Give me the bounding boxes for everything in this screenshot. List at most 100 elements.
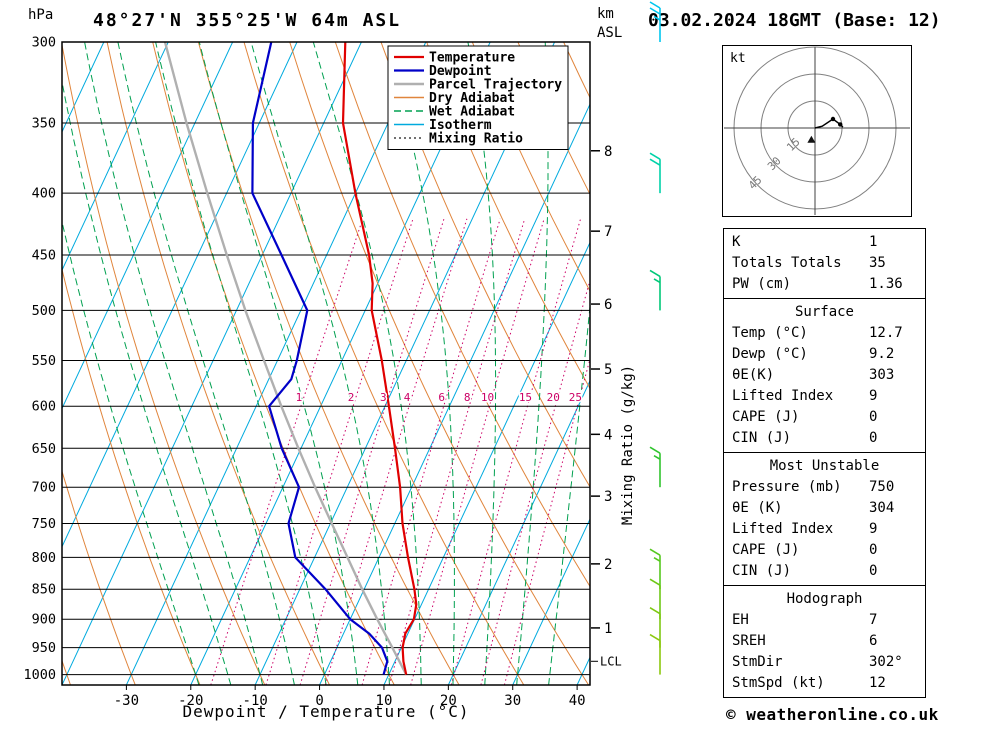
mixing-ratio-line: [265, 218, 414, 685]
section-title-hodograph: Hodograph: [786, 591, 863, 607]
pressure-unit-label: hPa: [28, 7, 54, 23]
pressure-tick-label: 600: [32, 399, 56, 415]
wet-adiabat-line: [117, 42, 295, 685]
legend-label: Dry Adiabat: [429, 91, 515, 106]
info-label: CAPE (J): [732, 542, 800, 558]
info-label: SREH: [732, 633, 766, 649]
km-axis-header: km ASL: [597, 5, 622, 43]
plot-border: [61, 41, 591, 686]
info-label: Lifted Index: [732, 388, 834, 404]
isotherm-line: [62, 42, 169, 272]
info-value: 35: [869, 255, 886, 271]
legend-label: Mixing Ratio: [429, 132, 523, 147]
wet-adiabat-line: [467, 42, 497, 685]
temp-tick-label: 40: [569, 693, 586, 709]
pressure-tick-label: 450: [32, 248, 56, 264]
pressure-tick-label: 950: [32, 640, 56, 656]
info-label: PW (cm): [732, 276, 792, 292]
info-row: θE (K) 304: [732, 498, 917, 519]
isotherm-line: [447, 379, 590, 685]
mixing-ratio-line: [361, 218, 501, 685]
wet-adiabat-line: [386, 42, 455, 685]
info-row: CIN (J) 0: [732, 561, 917, 582]
info-value: 0: [869, 563, 878, 579]
km-tick-label: 5: [604, 362, 612, 378]
info-value: 0: [869, 542, 878, 558]
info-tables: K 1 Totals Totals 35 PW (cm) 1.36 Surface Temp …: [723, 228, 926, 698]
info-value: 9: [869, 388, 878, 404]
pressure-tick-label: 550: [32, 353, 56, 369]
dry-adiabat-line: [334, 42, 590, 588]
pressure-tick-label: 700: [32, 480, 56, 496]
dry-adiabat-line: [380, 42, 590, 488]
info-label: Temp (°C): [732, 325, 808, 341]
pressure-tick-label: 400: [32, 186, 56, 202]
mixing-ratio-line: [388, 218, 526, 685]
info-box-hodograph: Hodograph EH 7 SREH 6 StmDir 302° StmSpd (kt) 12: [723, 585, 926, 698]
info-row: Lifted Index 9: [732, 519, 917, 540]
info-row: Dewp (°C) 9.2: [732, 344, 917, 365]
wind-barb: [649, 269, 661, 311]
x-axis-label: Dewpoint / Temperature (°C): [182, 702, 469, 721]
wind-barb: [649, 446, 661, 488]
dry-adiabat-line: [471, 42, 590, 293]
pressure-tick-label: 650: [32, 441, 56, 457]
hodograph-dot: [830, 116, 836, 122]
hodograph-unit-label: kt: [730, 51, 746, 66]
parcel-trajectory-curve: [163, 42, 408, 676]
wind-barb: [649, 606, 661, 648]
hodograph-ring-label: 15: [784, 135, 803, 154]
mixing-ratio-line: [410, 218, 545, 685]
mixing-ratio-label: 4: [404, 391, 411, 404]
info-label: CIN (J): [732, 430, 792, 446]
mixing-ratio-label: 20: [547, 391, 560, 404]
info-value: 302°: [869, 654, 903, 670]
info-row: Totals Totals 35: [732, 253, 917, 274]
isotherm-line: [319, 103, 590, 685]
mixing-ratio-axis-label: Mixing Ratio (g/kg): [620, 365, 636, 525]
mixing-ratio-label: 10: [481, 391, 494, 404]
temp-tick-label: 30: [504, 693, 521, 709]
info-value: 0: [869, 409, 878, 425]
hodograph-dot: [838, 122, 843, 127]
dry-adiabat-line: [563, 42, 590, 99]
wind-barb: [649, 152, 661, 194]
wind-barb: [649, 1, 661, 42]
isotherm-line: [512, 517, 590, 685]
legend-label: Dewpoint: [429, 64, 492, 79]
info-label: StmDir: [732, 654, 783, 670]
mixing-ratio-label: 8: [464, 391, 471, 404]
km-axis-header-top: km: [597, 6, 614, 22]
isotherm-line: [383, 241, 590, 685]
info-label: CAPE (J): [732, 409, 800, 425]
info-row: EH 7: [732, 610, 917, 631]
mixing-ratio-label: 1: [296, 391, 303, 404]
info-label: K: [732, 234, 741, 250]
info-label: Dewp (°C): [732, 346, 808, 362]
info-row: StmSpd (kt) 12: [732, 673, 917, 694]
km-tick-label: 2: [604, 557, 612, 573]
dry-adiabat-line: [62, 469, 136, 685]
km-tick-label: 1: [604, 621, 612, 637]
storm-motion-marker: [807, 135, 816, 143]
km-tick-label: 6: [604, 297, 612, 313]
temp-tick-label: -20: [178, 693, 203, 709]
pressure-tick-label: 900: [32, 612, 56, 628]
isotherm-line: [62, 42, 298, 548]
mixing-ratio-line: [480, 278, 590, 685]
pressure-tick-label: 300: [32, 35, 56, 51]
temperature-curve: [341, 42, 418, 675]
info-value: 750: [869, 479, 895, 495]
info-label: CIN (J): [732, 563, 792, 579]
info-value: 7: [869, 612, 878, 628]
temp-tick-label: 0: [315, 693, 323, 709]
info-row: θE(K) 303: [732, 365, 917, 386]
pressure-tick-label: 350: [32, 115, 56, 131]
mixing-ratio-label: 3: [380, 391, 387, 404]
page-title: 48°27'N 355°25'W 64m ASL: [93, 10, 402, 31]
temp-tick-label: 20: [440, 693, 457, 709]
temp-tick-label: -30: [114, 693, 139, 709]
wet-adiabat-line: [250, 42, 390, 685]
info-label: θE (K): [732, 500, 783, 516]
